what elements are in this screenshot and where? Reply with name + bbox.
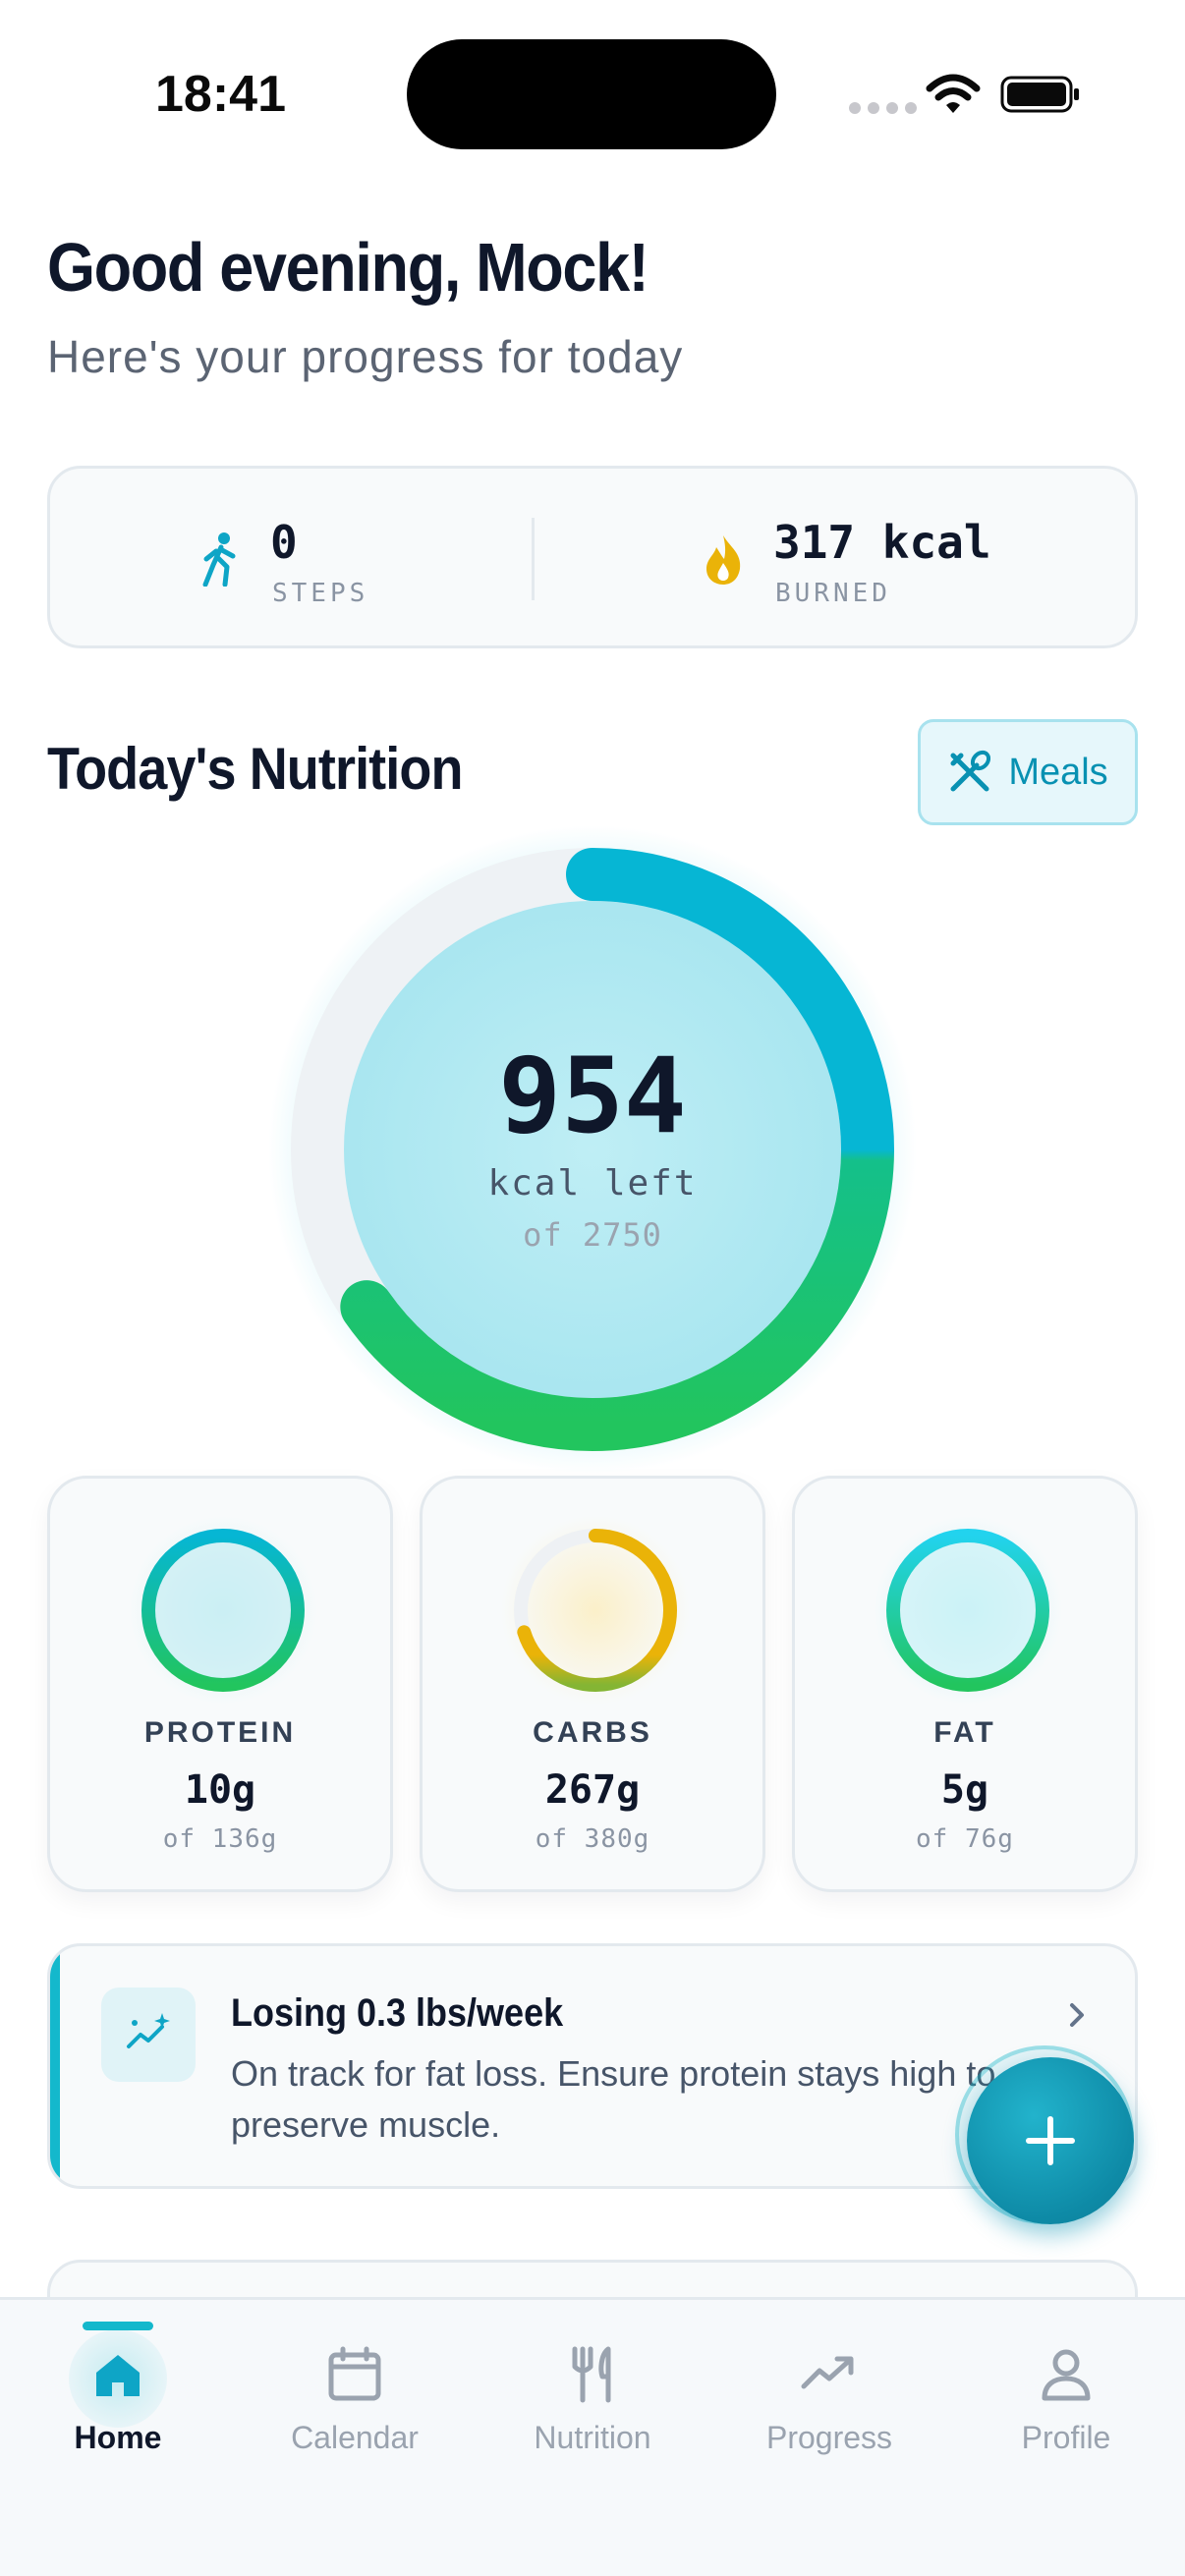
trend-sparkle-icon	[101, 1988, 196, 2082]
macro-value: 5g	[940, 1767, 989, 1813]
nav-label-calendar: Calendar	[291, 2420, 419, 2455]
status-bar: 18:41	[0, 0, 1185, 187]
meals-button[interactable]: Meals	[918, 719, 1138, 825]
calorie-ring	[268, 825, 917, 1474]
meals-button-label: Meals	[1008, 751, 1108, 793]
nav-item-profile[interactable]: Profile	[948, 2300, 1184, 2496]
macro-card-carbs[interactable]: CARBS 267g of 380g	[420, 1476, 765, 1892]
calories-left-value: 954	[498, 1036, 687, 1156]
greeting-title: Good evening, Mock!	[47, 229, 649, 306]
calorie-progress-arc	[340, 848, 894, 1451]
insight-body: On track for fat loss. Ensure protein st…	[231, 2053, 996, 2145]
nav-label-progress: Progress	[765, 2420, 893, 2455]
fat-ring-track	[886, 1529, 1049, 1692]
macro-goal: of 380g	[535, 1824, 650, 1854]
nutrition-section-title: Today's Nutrition	[47, 736, 463, 802]
macro-goal: of 136g	[162, 1824, 278, 1854]
status-time: 18:41	[155, 66, 286, 123]
macro-value: 10g	[184, 1767, 256, 1813]
nav-item-calendar[interactable]: Calendar	[237, 2300, 473, 2496]
macro-name: CARBS	[533, 1716, 652, 1749]
macro-goal: of 76g	[916, 1824, 1014, 1854]
macro-value: 267g	[544, 1767, 641, 1813]
nav-item-nutrition[interactable]: Nutrition	[475, 2300, 710, 2496]
activity-stats-card[interactable]: 0 STEPS 317 kcal BURNED	[47, 466, 1138, 648]
fat-ring	[874, 1516, 1062, 1705]
calendar-icon	[328, 2346, 381, 2401]
weight-trend-insight-card[interactable]: Losing 0.3 lbs/week On track for fat los…	[47, 1943, 1138, 2189]
wifi-icon	[926, 74, 981, 113]
dynamic-island	[407, 39, 776, 149]
nav-active-indicator	[83, 2322, 153, 2330]
protein-ring-track	[141, 1529, 305, 1692]
protein-ring	[129, 1516, 317, 1705]
battery-icon	[1000, 76, 1079, 113]
macro-name: PROTEIN	[143, 1716, 297, 1749]
ring-inner-fill	[343, 900, 842, 1399]
stats-divider	[532, 518, 535, 600]
flame-icon	[706, 535, 741, 585]
carbs-progress-arc	[517, 1529, 677, 1692]
fork-knife-icon	[572, 2346, 611, 2403]
calories-goal-text: of 2750	[523, 1216, 662, 1254]
nav-item-progress[interactable]: Progress	[711, 2300, 947, 2496]
person-icon	[1042, 2349, 1091, 2401]
steps-label: STEPS	[272, 579, 369, 608]
nav-item-home[interactable]: Home	[0, 2300, 236, 2496]
macro-name: FAT	[933, 1716, 996, 1749]
greeting-subtitle: Here's your progress for today	[47, 331, 684, 382]
macro-card-fat[interactable]: FAT 5g of 76g	[792, 1476, 1138, 1892]
nav-label-home: Home	[74, 2420, 162, 2455]
utensils-cross-icon	[950, 750, 991, 792]
home-icon	[96, 2355, 140, 2396]
macro-card-protein[interactable]: PROTEIN 10g of 136g	[47, 1476, 393, 1892]
add-entry-button[interactable]	[967, 2057, 1134, 2224]
cellular-signal-icon	[849, 102, 917, 114]
burned-label: BURNED	[775, 579, 891, 608]
carbs-ring	[501, 1516, 690, 1705]
burned-value: 317 kcal	[773, 516, 991, 569]
nav-label-profile: Profile	[1021, 2420, 1111, 2455]
chevron-right-icon[interactable]	[1062, 1995, 1092, 2035]
walking-icon	[202, 532, 236, 587]
bottom-nav: Home Calendar Nutrition Progress Profile	[0, 2297, 1185, 2576]
plus-icon	[1026, 2116, 1075, 2165]
nav-label-nutrition: Nutrition	[534, 2420, 651, 2455]
steps-value: 0	[270, 516, 298, 569]
insight-title: Losing 0.3 lbs/week	[231, 1991, 564, 2035]
insight-accent-bar	[50, 1946, 60, 2186]
trend-up-icon	[801, 2356, 854, 2389]
calories-left-label: kcal left	[487, 1163, 698, 1204]
